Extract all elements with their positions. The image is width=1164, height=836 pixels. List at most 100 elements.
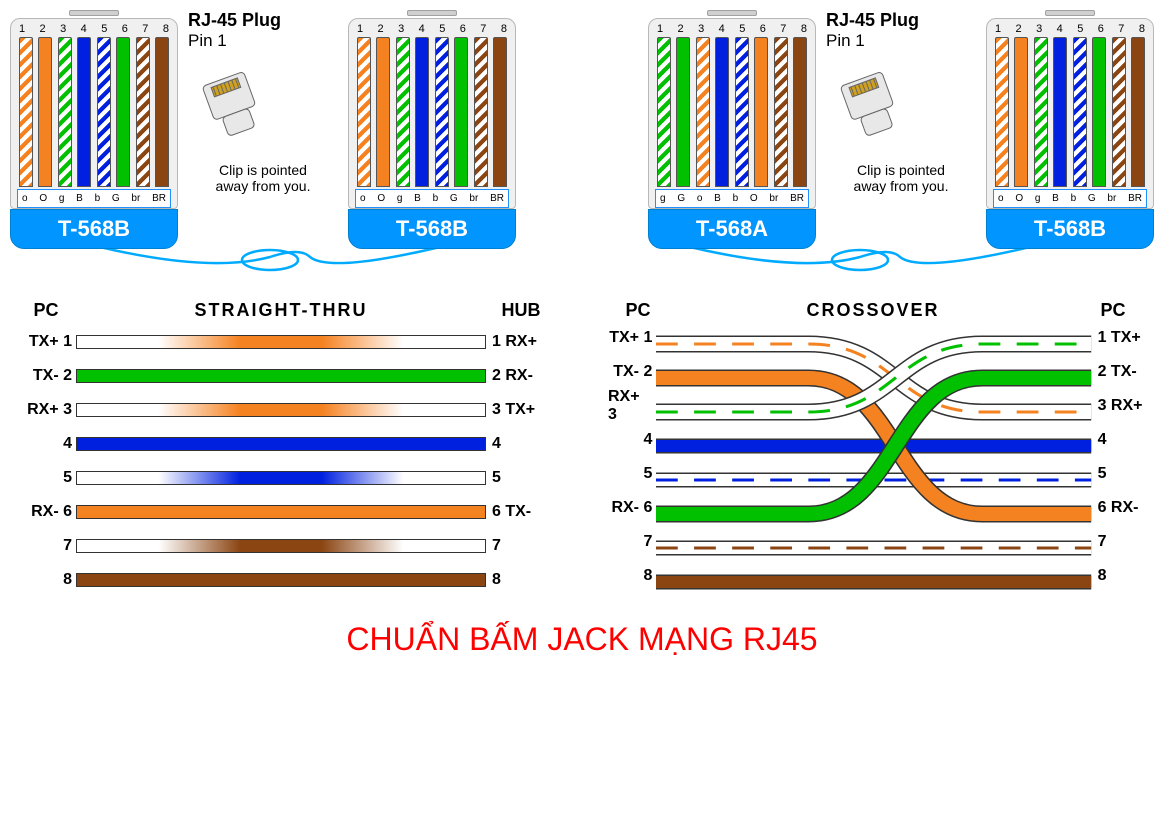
pin-number: 4 <box>719 23 725 35</box>
wire <box>715 37 729 187</box>
crossover-lines <box>656 321 1091 611</box>
wire-code: br <box>1107 193 1116 204</box>
crossover-header: PC CROSSOVER PC <box>608 300 1148 321</box>
pin-right: 2 TX- <box>1092 355 1148 389</box>
pin-number: 8 <box>801 23 807 35</box>
wire-row: 88 <box>16 563 556 597</box>
pin-number: 2 <box>1016 23 1022 35</box>
wire-code: g <box>59 193 65 204</box>
pin-number: 7 <box>1118 23 1124 35</box>
wire-line <box>76 471 486 485</box>
plug-icon <box>188 59 338 154</box>
wire <box>793 37 807 187</box>
wire <box>38 37 52 187</box>
wire <box>474 37 488 187</box>
connector-4: 12345678oOgBbGbrBRT-568B <box>986 10 1154 249</box>
pin-left: RX- 6 <box>16 503 76 521</box>
wire-code: br <box>769 193 778 204</box>
wire-code: B <box>1052 193 1059 204</box>
wire-code: o <box>998 193 1004 204</box>
wire-code: o <box>697 193 703 204</box>
pin-right: 1 RX+ <box>486 333 556 351</box>
wire <box>357 37 371 187</box>
pin-number: 7 <box>780 23 786 35</box>
wire-code: O <box>750 193 758 204</box>
pin-right: 7 <box>1092 525 1148 559</box>
wire-row: 44 <box>16 427 556 461</box>
wire-code: b <box>1071 193 1077 204</box>
pin-right: 5 <box>1092 457 1148 491</box>
wire-code: B <box>414 193 421 204</box>
wire <box>77 37 91 187</box>
standard-label: T-568A <box>648 209 816 249</box>
wire <box>1073 37 1087 187</box>
wire <box>754 37 768 187</box>
wire <box>995 37 1009 187</box>
pin-number: 4 <box>419 23 425 35</box>
pin-number: 4 <box>81 23 87 35</box>
wire-code: BR <box>490 193 504 204</box>
pin-right: 6 RX- <box>1092 491 1148 525</box>
pin-right: 3 RX+ <box>1092 389 1148 423</box>
wire-row: TX+ 11 RX+ <box>16 325 556 359</box>
pin-number: 1 <box>357 23 363 35</box>
wire <box>1092 37 1106 187</box>
crossover-group: 12345678gGoBbObrBRT-568A RJ-45 Plug Pin … <box>648 10 1154 249</box>
wire-line <box>76 403 486 417</box>
pin-number: 2 <box>40 23 46 35</box>
pin-number: 3 <box>60 23 66 35</box>
wire-code: BR <box>152 193 166 204</box>
wire <box>97 37 111 187</box>
wire-row: RX- 66 TX- <box>16 495 556 529</box>
pin-left: 4 <box>16 435 76 453</box>
pin-left: RX- 6 <box>608 491 656 525</box>
pin-number: 5 <box>1077 23 1083 35</box>
wire <box>1112 37 1126 187</box>
standard-label: T-568B <box>986 209 1154 249</box>
pin-right: 5 <box>486 469 556 487</box>
pin-number: 4 <box>1057 23 1063 35</box>
pin-left: RX+ 3 <box>608 389 656 423</box>
wire <box>696 37 710 187</box>
wire-code: O <box>1015 193 1023 204</box>
pin-number: 3 <box>698 23 704 35</box>
pin-right: 8 <box>486 571 556 589</box>
wire-code: G <box>112 193 120 204</box>
pin1-label: Pin 1 <box>188 31 338 51</box>
wire-code: G <box>450 193 458 204</box>
pin1-label: Pin 1 <box>826 31 976 51</box>
pin-number: 2 <box>678 23 684 35</box>
pin-number: 8 <box>1139 23 1145 35</box>
pin-number: 7 <box>480 23 486 35</box>
pin-right: 4 <box>486 435 556 453</box>
plug-note: Clip is pointed away from you. <box>188 162 338 194</box>
page-title: CHUẨN BẤM JACK MẠNG RJ45 <box>10 621 1154 658</box>
wire <box>774 37 788 187</box>
pin-number: 8 <box>501 23 507 35</box>
pin-left: 4 <box>608 423 656 457</box>
wire-line <box>76 335 486 349</box>
wire-row: RX+ 33 TX+ <box>16 393 556 427</box>
wire-code: g <box>397 193 403 204</box>
wire-code: B <box>714 193 721 204</box>
pin-number: 6 <box>760 23 766 35</box>
wire-row: 55 <box>16 461 556 495</box>
wiring-diagrams: PC STRAIGHT-THRU HUB TX+ 11 RX+TX- 22 RX… <box>10 300 1154 611</box>
wire-code: br <box>131 193 140 204</box>
standard-label: T-568B <box>348 209 516 249</box>
wire-code: o <box>360 193 366 204</box>
wire <box>415 37 429 187</box>
pin-left: TX+ 1 <box>608 321 656 355</box>
straight-group: 12345678oOgBbGbrBRT-568B RJ-45 Plug Pin … <box>10 10 516 249</box>
plug-info-1: RJ-45 Plug Pin 1 Clip is pointed <box>188 10 338 194</box>
wire-code: b <box>433 193 439 204</box>
plug-icon <box>826 59 976 154</box>
wire-code: b <box>95 193 101 204</box>
pin-number: 1 <box>995 23 1001 35</box>
wire <box>396 37 410 187</box>
straight-thru-diagram: PC STRAIGHT-THRU HUB TX+ 11 RX+TX- 22 RX… <box>16 300 556 611</box>
wire-code: g <box>1035 193 1041 204</box>
wire-code: BR <box>790 193 804 204</box>
connector-2: 12345678oOgBbGbrBRT-568B <box>348 10 516 249</box>
wire-code: O <box>377 193 385 204</box>
